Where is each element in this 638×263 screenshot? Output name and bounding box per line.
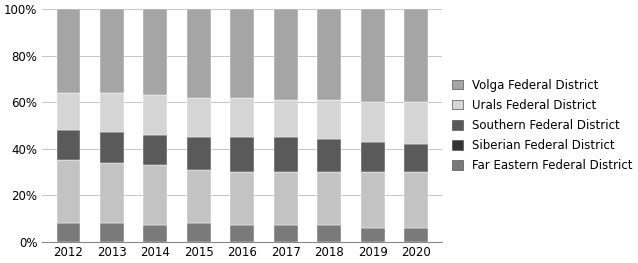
Bar — [274, 172, 298, 225]
Bar — [144, 165, 167, 225]
Bar — [361, 172, 385, 228]
Bar — [274, 137, 298, 172]
Bar — [404, 172, 428, 228]
Bar — [100, 93, 124, 132]
Bar — [318, 172, 341, 225]
Bar — [187, 223, 211, 242]
Bar — [318, 139, 341, 172]
Bar — [144, 225, 167, 242]
Bar — [404, 9, 428, 102]
Legend: Volga Federal District, Urals Federal District, Southern Federal District, Siber: Volga Federal District, Urals Federal Di… — [452, 79, 633, 172]
Bar — [144, 9, 167, 95]
Bar — [187, 98, 211, 137]
Bar — [100, 223, 124, 242]
Bar — [274, 9, 298, 100]
Bar — [57, 130, 80, 160]
Bar — [230, 225, 255, 242]
Bar — [318, 225, 341, 242]
Bar — [230, 98, 255, 137]
Bar — [318, 100, 341, 139]
Bar — [144, 95, 167, 135]
Bar — [187, 170, 211, 223]
Bar — [187, 9, 211, 98]
Bar — [57, 160, 80, 223]
Bar — [361, 102, 385, 142]
Bar — [100, 132, 124, 163]
Bar — [404, 102, 428, 144]
Bar — [404, 144, 428, 172]
Bar — [274, 100, 298, 137]
Bar — [361, 142, 385, 172]
Bar — [318, 9, 341, 100]
Bar — [100, 163, 124, 223]
Bar — [57, 223, 80, 242]
Bar — [187, 137, 211, 170]
Bar — [274, 225, 298, 242]
Bar — [230, 172, 255, 225]
Bar — [361, 228, 385, 242]
Bar — [57, 93, 80, 130]
Bar — [361, 9, 385, 102]
Bar — [144, 135, 167, 165]
Bar — [404, 228, 428, 242]
Bar — [230, 137, 255, 172]
Bar — [100, 9, 124, 93]
Bar — [230, 9, 255, 98]
Bar — [57, 9, 80, 93]
